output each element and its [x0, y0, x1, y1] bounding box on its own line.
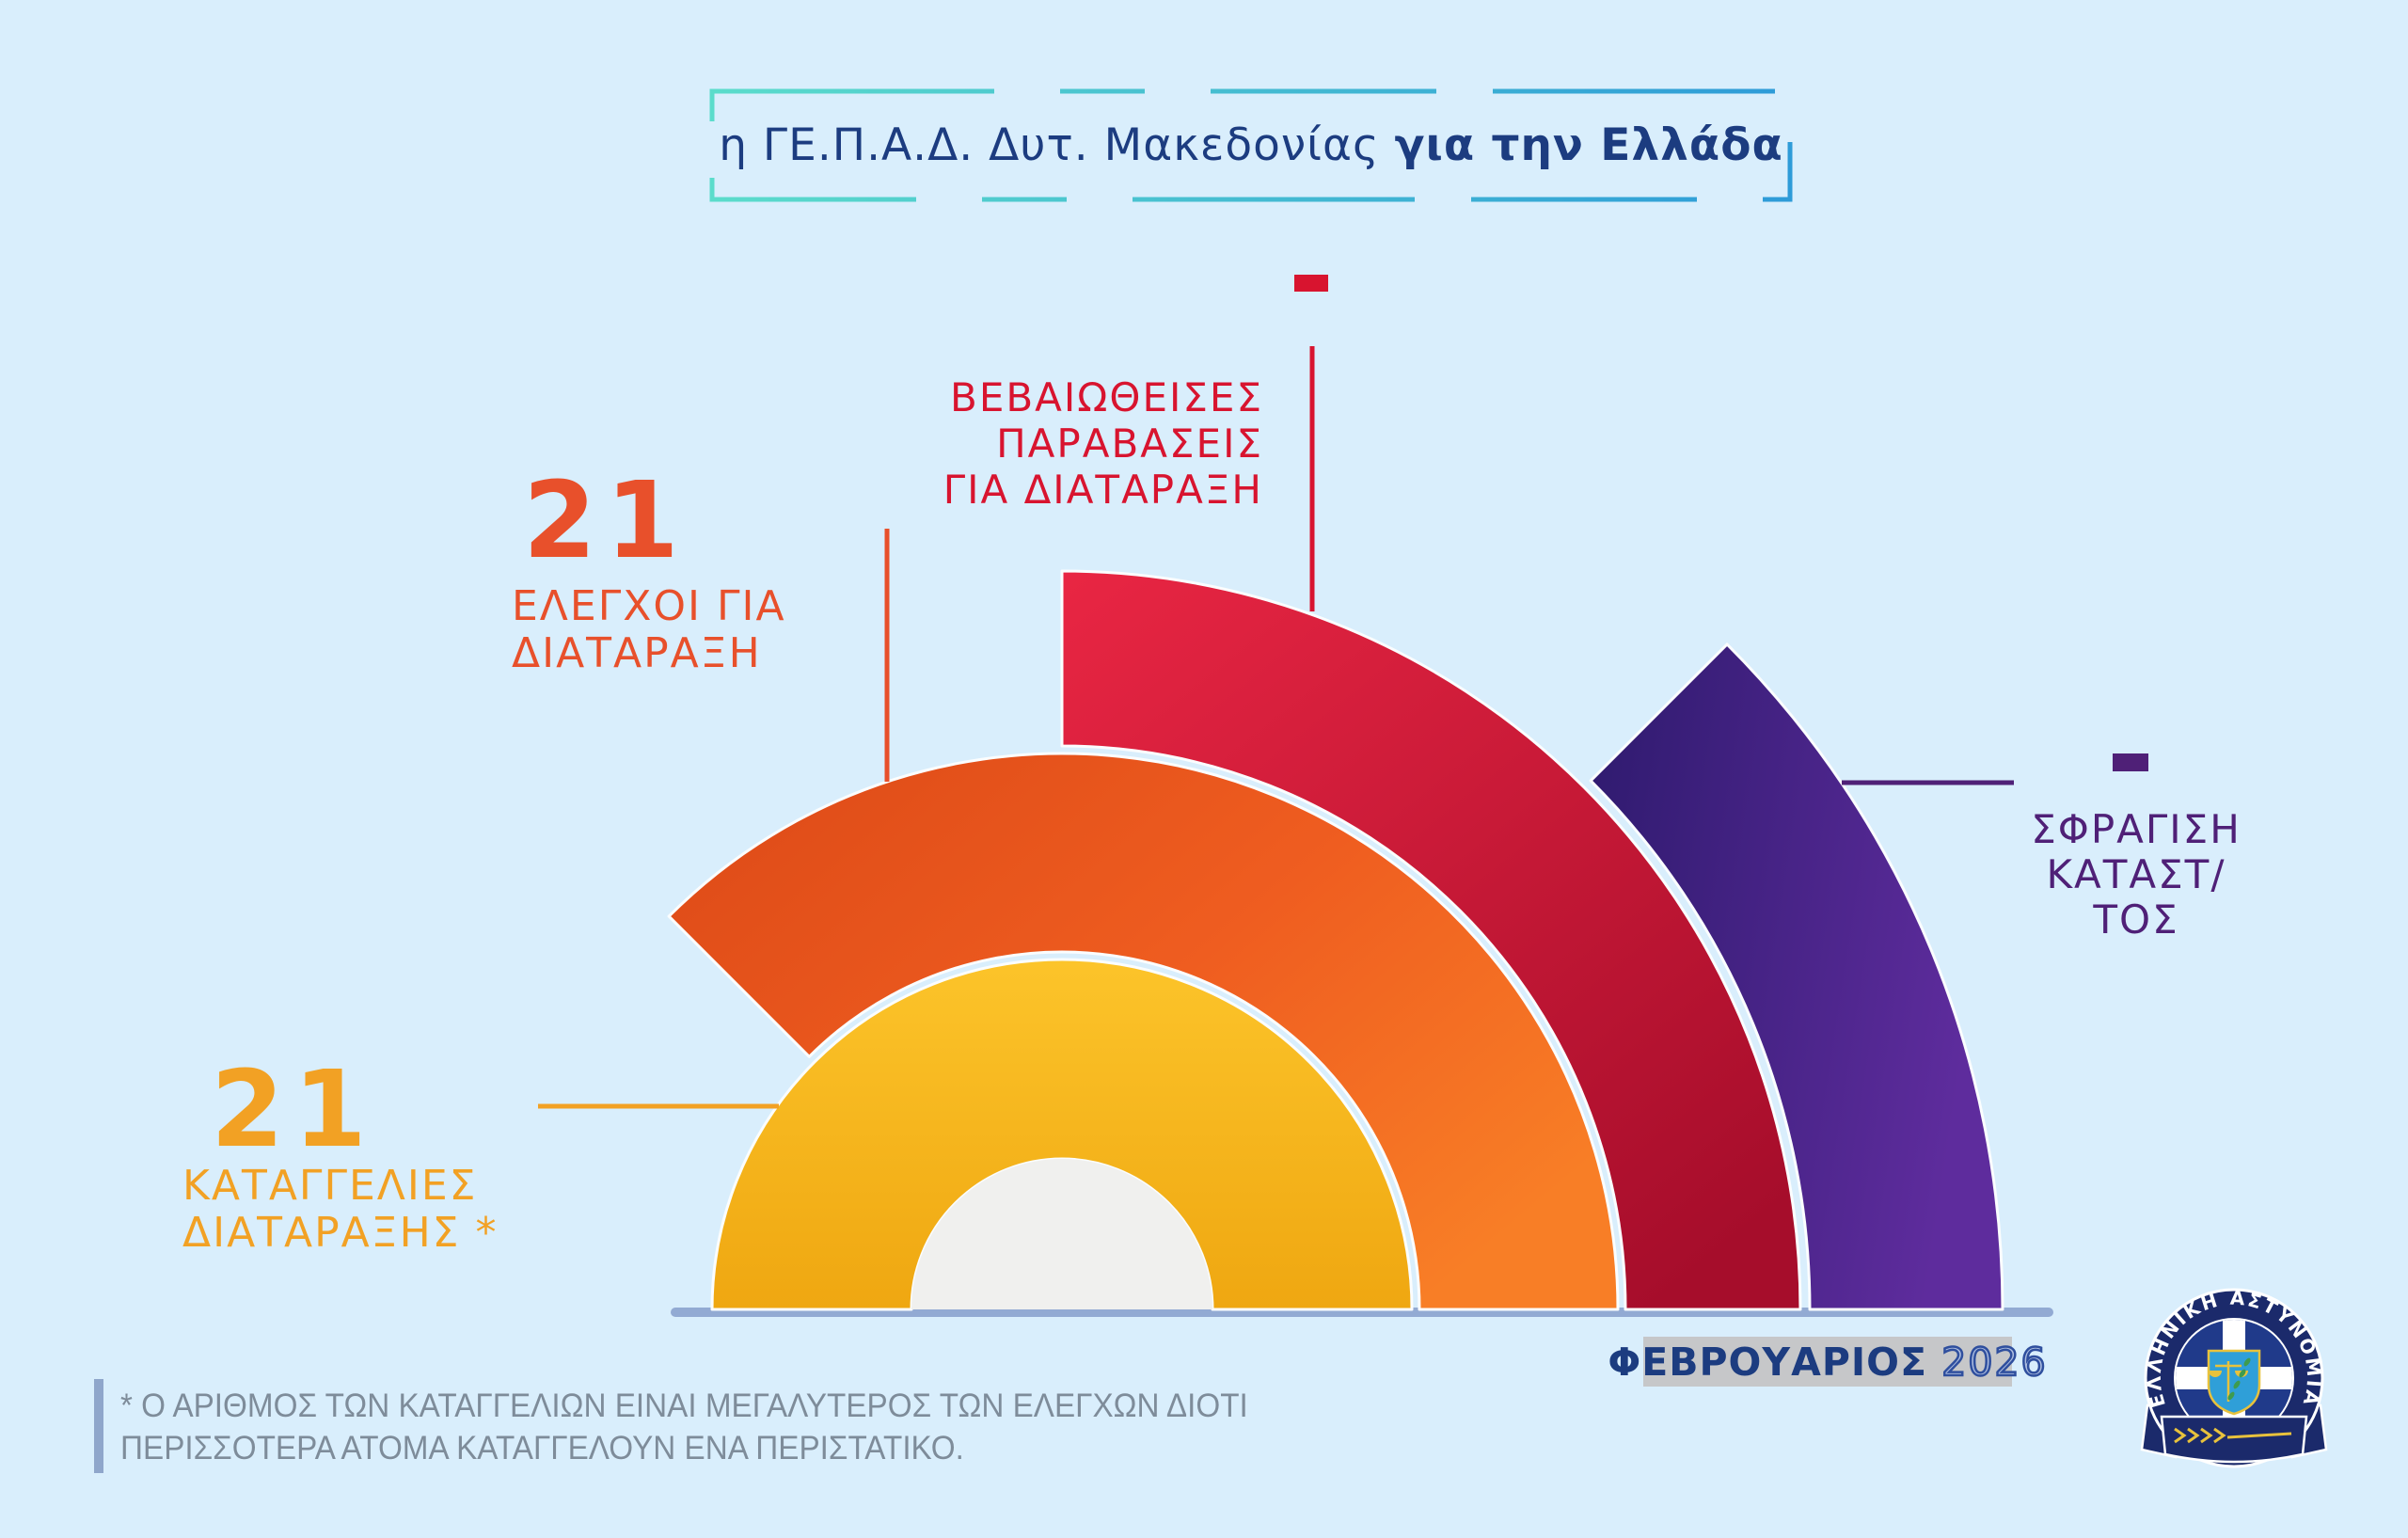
period-month: ΦΕΒΡΟΥΑΡΙΟΣ — [1608, 1339, 1927, 1385]
complaints-label: ΚΑΤΑΓΓΕΛΙΕΣ ΔΙΑΤΑΡΑΞΗΣ * — [182, 1162, 499, 1257]
title-frame — [709, 88, 1793, 202]
complaints-value: 21 — [211, 1049, 376, 1171]
checks-value: 21 — [523, 460, 689, 582]
page-title: η ΓΕ.Π.Α.Δ. Δυτ. Μακεδονίας για την Ελλά… — [712, 91, 1790, 199]
sealings-label: ΣΦΡΑΓΙΣΗ ΚΑΤΑΣΤ/ΤΟΣ — [2031, 806, 2242, 943]
arc-sealings — [1589, 642, 2004, 1311]
arc-checks — [667, 752, 1620, 1311]
violations-label: ΒΕΒΑΙΩΘΕΙΣΕΣ ΠΑΡΑΒΑΣΕΙΣ ΓΙΑ ΔΙΑΤΑΡΑΞΗ — [943, 374, 1263, 513]
logo-ribbon — [2160, 1415, 2308, 1464]
logo-shield — [2207, 1349, 2261, 1416]
footnote-text: * Ο ΑΡΙΘΜΟΣ ΤΩΝ ΚΑΤΑΓΓΕΛΙΩΝ ΕΙΝΑΙ ΜΕΓΑΛΥ… — [120, 1387, 1248, 1467]
violations-value-dash — [1294, 275, 1328, 292]
period-badge: ΦΕΒΡΟΥΑΡΙΟΣ 2026 — [1608, 1337, 2047, 1387]
hellenic-police-logo: ΕΛΛΗΝΙΚΗ ΑΣΤΥΝΟΜΙΑ — [2140, 1287, 2328, 1468]
footnote-accent-bar — [94, 1379, 103, 1473]
sealings-value-dash — [2113, 753, 2148, 771]
arc-center-hole — [911, 1159, 1212, 1309]
period-year: 2026 — [1941, 1338, 2048, 1386]
period-space — [1927, 1340, 1941, 1385]
checks-label: ΕΛΕΓΧΟΙ ΓΙΑ ΔΙΑΤΑΡΑΞΗ — [512, 582, 786, 677]
arc-violations — [1060, 569, 1802, 1311]
title-regular: η ΓΕ.Π.Α.Δ. Δυτ. Μακεδονίας — [719, 119, 1395, 171]
title-bold: για την Ελλάδα — [1394, 119, 1783, 171]
logo-laurel — [2174, 1427, 2292, 1444]
